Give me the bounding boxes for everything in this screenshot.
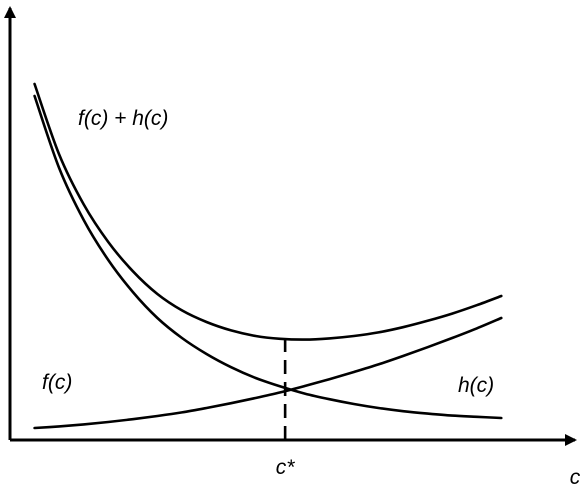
h-curve-label: h(c): [458, 374, 494, 397]
optimum-label: c*: [276, 456, 296, 479]
axes: [3, 6, 577, 446]
series-layer: [33, 82, 503, 430]
h-curve: [33, 94, 503, 420]
x-axis-label: c: [570, 466, 581, 485]
total-curve-label: f(c) + h(c): [78, 107, 168, 130]
total-curve: [33, 82, 503, 341]
f-curve: [33, 316, 503, 430]
f-curve-label: f(c): [42, 371, 72, 394]
labels-layer: f(c) h(c) f(c) + h(c) c* c: [42, 107, 581, 485]
